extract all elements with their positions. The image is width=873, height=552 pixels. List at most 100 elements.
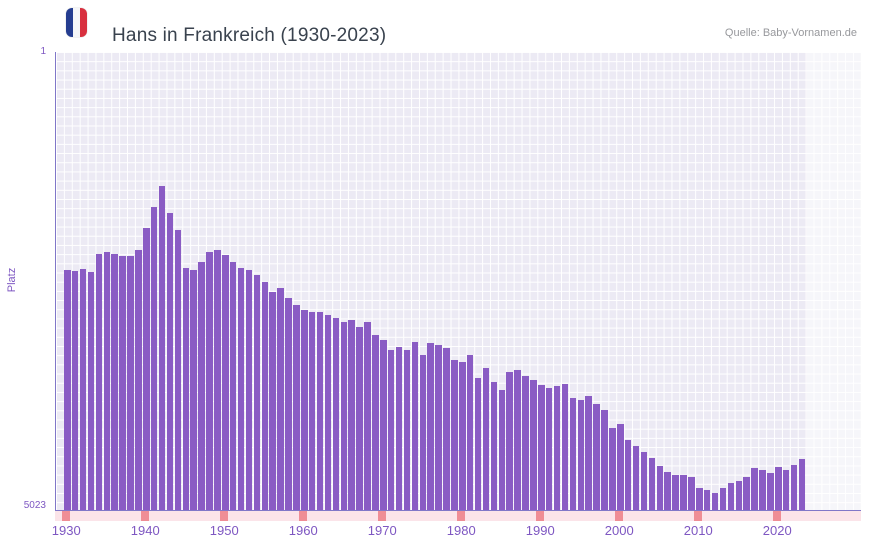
bar-2016[interactable] xyxy=(743,476,750,510)
x-tick-1940: 1940 xyxy=(130,523,160,538)
bar-1968[interactable] xyxy=(364,321,371,510)
bar-1994[interactable] xyxy=(569,398,577,510)
bar-2022[interactable] xyxy=(790,465,798,510)
bar-1955[interactable] xyxy=(261,281,268,510)
bar-1946[interactable] xyxy=(190,269,197,510)
bar-1984[interactable] xyxy=(490,382,498,510)
bar-1945[interactable] xyxy=(182,268,189,510)
bar-1931[interactable] xyxy=(71,270,79,510)
bar-1942[interactable] xyxy=(158,185,166,510)
bar-1939[interactable] xyxy=(135,249,142,510)
bar-1940[interactable] xyxy=(143,227,150,510)
bar-1979[interactable] xyxy=(451,360,458,510)
bar-1976[interactable] xyxy=(427,342,434,510)
bar-2001[interactable] xyxy=(624,439,632,510)
bar-2006[interactable] xyxy=(664,471,671,510)
bar-1961[interactable] xyxy=(308,311,316,510)
bar-2015[interactable] xyxy=(735,481,742,510)
bar-1933[interactable] xyxy=(87,271,95,510)
bar-1943[interactable] xyxy=(166,212,174,510)
bar-1996[interactable] xyxy=(585,395,592,510)
bar-1960[interactable] xyxy=(301,310,308,510)
bar-1980[interactable] xyxy=(459,361,466,510)
bar-1967[interactable] xyxy=(356,326,363,510)
bar-2017[interactable] xyxy=(751,467,758,510)
bar-2013[interactable] xyxy=(719,487,727,510)
bar-1951[interactable] xyxy=(229,261,237,510)
bar-1991[interactable] xyxy=(545,388,553,510)
bar-1941[interactable] xyxy=(150,206,158,510)
bar-1969[interactable] xyxy=(372,335,379,510)
bar-1944[interactable] xyxy=(174,229,182,510)
bar-2008[interactable] xyxy=(680,475,687,510)
bar-1971[interactable] xyxy=(387,350,395,510)
bar-2002[interactable] xyxy=(632,445,640,510)
bar-1990[interactable] xyxy=(538,384,545,510)
bar-1953[interactable] xyxy=(245,269,253,510)
bar-1963[interactable] xyxy=(324,315,332,510)
bar-1988[interactable] xyxy=(522,376,529,510)
bar-1935[interactable] xyxy=(103,252,110,510)
bar-2000[interactable] xyxy=(617,424,624,510)
bar-1954[interactable] xyxy=(253,274,261,510)
bar-1982[interactable] xyxy=(474,377,482,510)
bar-1975[interactable] xyxy=(419,354,426,510)
bar-1964[interactable] xyxy=(332,318,340,510)
x-axis-strip xyxy=(55,511,861,521)
bar-1949[interactable] xyxy=(214,249,221,510)
bar-1973[interactable] xyxy=(403,350,411,510)
bar-1934[interactable] xyxy=(95,253,103,510)
bar-1938[interactable] xyxy=(127,256,134,510)
bar-1965[interactable] xyxy=(340,321,347,510)
x-tick-1960: 1960 xyxy=(288,523,318,538)
bar-2004[interactable] xyxy=(648,457,656,510)
bar-1992[interactable] xyxy=(553,385,561,510)
bar-1972[interactable] xyxy=(395,346,403,510)
bar-1985[interactable] xyxy=(498,389,505,510)
axis-tick-2010 xyxy=(694,511,703,521)
bar-2014[interactable] xyxy=(727,482,735,510)
bar-1956[interactable] xyxy=(269,291,276,510)
bar-2020[interactable] xyxy=(775,466,782,510)
bar-1936[interactable] xyxy=(111,253,118,510)
bar-2011[interactable] xyxy=(703,490,711,510)
bar-1993[interactable] xyxy=(561,383,569,510)
bar-1962[interactable] xyxy=(316,311,324,510)
bar-1966[interactable] xyxy=(348,320,355,510)
bar-1959[interactable] xyxy=(293,305,300,510)
bar-1989[interactable] xyxy=(530,380,537,510)
bar-1957[interactable] xyxy=(277,288,284,510)
bar-2009[interactable] xyxy=(688,476,695,510)
bar-2018[interactable] xyxy=(759,470,766,510)
bar-1999[interactable] xyxy=(609,428,616,510)
bar-1997[interactable] xyxy=(593,403,600,510)
bar-1995[interactable] xyxy=(577,399,584,510)
bar-1987[interactable] xyxy=(514,370,521,510)
bar-1958[interactable] xyxy=(285,298,292,510)
bar-2019[interactable] xyxy=(767,472,774,510)
bar-1932[interactable] xyxy=(79,268,87,510)
bar-1983[interactable] xyxy=(482,367,490,510)
bar-1952[interactable] xyxy=(237,268,245,510)
bar-1930[interactable] xyxy=(64,269,71,510)
bar-1978[interactable] xyxy=(443,347,450,510)
bar-1947[interactable] xyxy=(198,261,205,510)
bar-1977[interactable] xyxy=(435,345,442,510)
bar-1950[interactable] xyxy=(222,254,229,510)
bar-2012[interactable] xyxy=(711,492,719,510)
bar-1970[interactable] xyxy=(380,340,387,510)
bar-2005[interactable] xyxy=(656,465,663,510)
bar-1981[interactable] xyxy=(466,354,474,510)
bar-2023[interactable] xyxy=(798,458,806,510)
bar-1948[interactable] xyxy=(206,252,213,510)
bar-1998[interactable] xyxy=(601,409,608,510)
bar-1974[interactable] xyxy=(411,341,419,510)
y-tick-top: 1 xyxy=(40,46,46,57)
axis-tick-1990 xyxy=(536,511,545,521)
bar-2010[interactable] xyxy=(696,487,703,510)
bar-1986[interactable] xyxy=(506,372,513,510)
bar-2003[interactable] xyxy=(640,451,648,510)
bar-1937[interactable] xyxy=(119,256,126,510)
bar-2007[interactable] xyxy=(672,475,679,510)
bar-2021[interactable] xyxy=(782,470,790,510)
